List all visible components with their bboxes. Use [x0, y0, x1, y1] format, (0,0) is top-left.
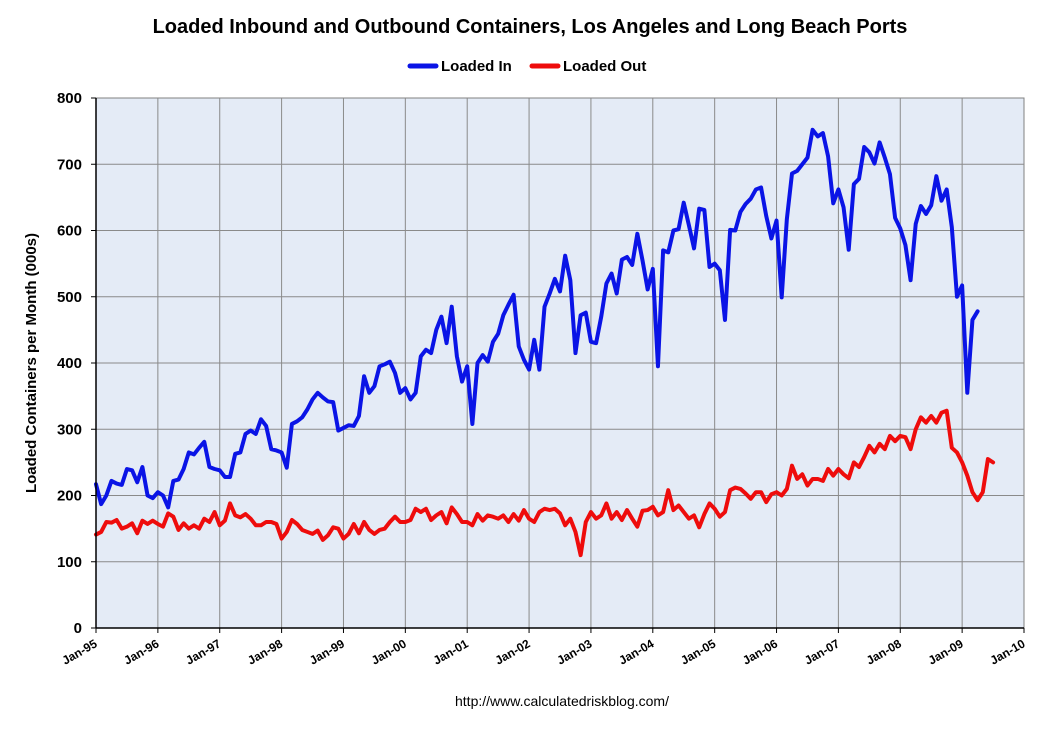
x-tick-label: Jan-98 — [245, 636, 285, 667]
x-tick-label: Jan-97 — [183, 636, 223, 667]
chart-title: Loaded Inbound and Outbound Containers, … — [153, 16, 908, 38]
x-tick-label: Jan-06 — [740, 636, 780, 667]
x-tick-label: Jan-01 — [431, 636, 471, 667]
x-tick-label: Jan-02 — [493, 636, 533, 667]
series-line-loaded-in — [94, 127, 980, 510]
series-layer — [94, 127, 996, 558]
legend: Loaded In Loaded Out — [407, 58, 646, 75]
x-tick-label: Jan-96 — [121, 636, 161, 667]
y-axis-label: Loaded Containers per Month (000s) — [23, 233, 40, 493]
x-tick-label: Jan-99 — [307, 636, 347, 667]
x-tick-label: Jan-10 — [988, 636, 1028, 667]
x-tick-labels: Jan-95 Jan-96 Jan-97 Jan-98 Jan-99 Jan-00 Jan-… — [60, 636, 1028, 667]
legend-label-loaded-out: Loaded Out — [563, 58, 646, 75]
y-tick-label: 800 — [57, 90, 82, 107]
x-tick-label: Jan-08 — [864, 636, 904, 667]
axes — [91, 97, 1025, 633]
legend-label-loaded-in: Loaded In — [441, 58, 512, 75]
y-tick-label: 200 — [57, 488, 82, 505]
x-tick-label: Jan-05 — [678, 636, 718, 667]
y-tick-label: 600 — [57, 223, 82, 240]
x-tick-label: Jan-03 — [554, 636, 594, 667]
series-line-loaded-out — [94, 408, 996, 558]
source-note: http://www.calculatedriskblog.com/ — [455, 693, 669, 709]
x-tick-label: Jan-95 — [60, 636, 100, 667]
x-tick-label: Jan-07 — [802, 636, 842, 667]
x-tick-label: Jan-09 — [926, 636, 966, 667]
y-tick-label: 0 — [74, 620, 82, 637]
y-tick-label: 300 — [57, 421, 82, 438]
x-tick-label: Jan-00 — [369, 636, 409, 667]
y-tick-label: 400 — [57, 355, 82, 372]
y-tick-label: 500 — [57, 289, 82, 306]
y-tick-labels: 0 100 200 300 400 500 600 700 800 — [57, 90, 82, 637]
grid-lines — [96, 98, 1024, 628]
y-tick-label: 700 — [57, 156, 82, 173]
y-tick-label: 100 — [57, 554, 82, 571]
x-tick-label: Jan-04 — [616, 636, 656, 667]
